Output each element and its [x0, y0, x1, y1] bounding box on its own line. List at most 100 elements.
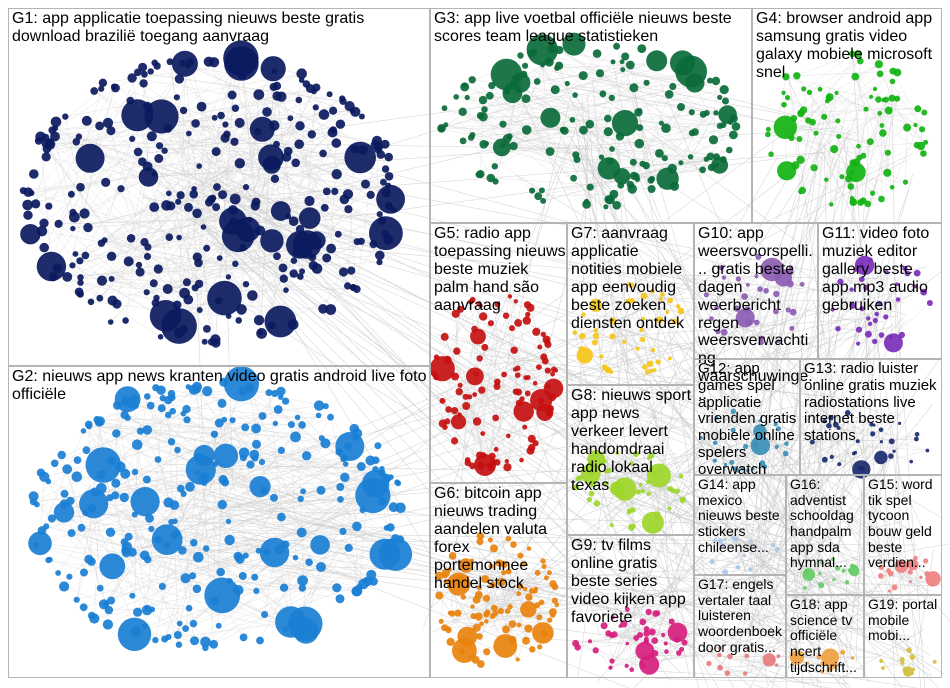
group-panel-g9: G9: tv films online gratis beste series …	[567, 535, 694, 678]
network-edge	[808, 53, 859, 121]
network-edge	[224, 393, 276, 483]
network-edge	[459, 538, 509, 580]
network-edge	[480, 535, 514, 545]
network-edge	[291, 424, 358, 527]
network-edge	[51, 88, 102, 267]
network-edge	[740, 125, 838, 275]
network-edge	[631, 463, 659, 518]
network-edge	[281, 96, 348, 286]
network-edge	[142, 161, 217, 208]
network-edge	[44, 115, 222, 248]
network-edge	[48, 86, 115, 207]
network-edge	[258, 90, 314, 95]
network-edge	[268, 392, 295, 628]
network-edge	[320, 566, 366, 582]
network-edge	[791, 64, 880, 138]
network-edge	[642, 318, 655, 371]
network-edge	[111, 263, 236, 280]
network-edge	[872, 152, 889, 194]
network-edge	[41, 475, 206, 531]
network-edge	[64, 586, 106, 605]
network-edge	[304, 499, 341, 624]
network-edge	[458, 377, 526, 423]
network-edge	[197, 479, 830, 578]
network-edge	[472, 299, 508, 462]
network-edge	[135, 424, 303, 632]
network-edge	[632, 300, 679, 307]
network-edge	[577, 352, 623, 679]
network-edge	[201, 73, 302, 107]
network-edge	[149, 433, 358, 519]
network-edge	[482, 354, 818, 397]
network-edge	[299, 125, 376, 146]
network-edge	[547, 107, 612, 350]
network-edge	[147, 429, 386, 477]
network-edge	[762, 577, 843, 688]
network-edge	[174, 534, 259, 552]
network-edge	[481, 389, 531, 451]
group-panel-g17: G17: engels vertaler taal luisteren woor…	[694, 575, 786, 678]
network-edge	[507, 391, 517, 468]
network-edge	[252, 240, 856, 294]
network-edge	[779, 266, 928, 298]
network-edge	[696, 325, 895, 378]
group-label-g2: G2: nieuws app news kranten video gratis…	[12, 368, 427, 403]
network-edge	[44, 434, 215, 478]
network-edge	[566, 553, 913, 666]
network-edge	[222, 499, 341, 505]
network-edge	[322, 241, 358, 309]
network-edge	[669, 94, 707, 114]
network-edge	[770, 76, 787, 155]
network-edge	[456, 350, 546, 362]
network-edge	[459, 411, 524, 415]
network-edge	[633, 87, 652, 190]
network-edge	[501, 61, 550, 148]
network-edge	[174, 458, 256, 522]
network-edge	[51, 62, 184, 267]
network-edge	[54, 397, 163, 464]
network-edge	[347, 149, 356, 286]
network-edge	[596, 503, 630, 511]
network-edge	[550, 276, 879, 436]
network-edge	[776, 595, 824, 641]
network-edge	[161, 116, 281, 212]
network-edge	[243, 457, 396, 539]
network-edge	[497, 374, 505, 463]
network-edge	[895, 469, 925, 534]
network-edge	[483, 64, 543, 145]
group-panel-g5: G5: radio app toepassing nieuws beste mu…	[430, 223, 567, 483]
group-label-g4: G4: browser android app samsung gratis v…	[756, 10, 933, 81]
network-edge	[785, 127, 843, 177]
network-edge	[356, 144, 376, 290]
network-edge	[51, 518, 396, 555]
network-edge	[134, 466, 362, 473]
network-edge	[526, 75, 584, 131]
network-edge	[260, 71, 275, 333]
network-edge	[220, 291, 687, 486]
network-edge	[863, 110, 889, 156]
network-edge	[606, 349, 654, 371]
group-label-g3: G3: app live voetbal officiële nieuws be…	[434, 10, 732, 45]
network-edge	[824, 73, 881, 118]
network-edge	[495, 417, 522, 461]
network-edge	[584, 355, 659, 363]
network-edge	[834, 142, 926, 150]
network-edge	[644, 516, 709, 688]
network-edge	[186, 129, 334, 283]
network-edge	[480, 71, 692, 116]
group-label-g18: G18: app science tv officiële ncert tijd…	[790, 597, 857, 675]
network-edge	[514, 637, 623, 644]
network-edge	[196, 386, 220, 424]
group-label-g12: G12: app games spel applicatie vrienden …	[698, 361, 797, 478]
network-edge	[465, 565, 506, 647]
network-edge	[473, 572, 538, 617]
group-panel-g7: G7: aanvraag applicatie notities mobiele…	[567, 223, 694, 385]
network-edge	[92, 400, 286, 509]
network-edge	[796, 53, 853, 77]
network-edge	[799, 116, 825, 140]
network-edge	[836, 92, 924, 154]
network-edge	[713, 81, 717, 140]
network-edge	[582, 283, 630, 337]
network-edge	[136, 444, 230, 582]
